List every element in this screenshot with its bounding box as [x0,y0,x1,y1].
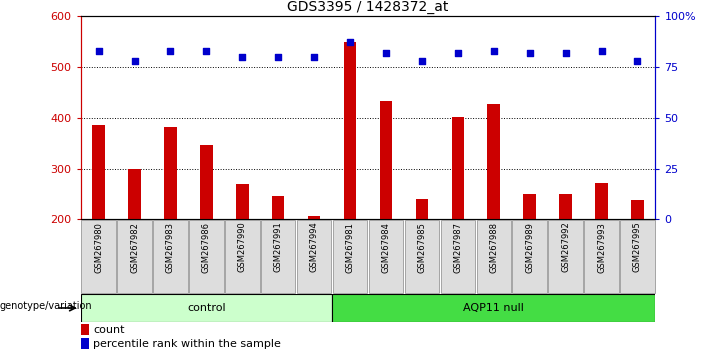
FancyBboxPatch shape [404,220,439,293]
Bar [380,101,393,219]
Text: GSM267985: GSM267985 [417,222,426,273]
Text: GSM267988: GSM267988 [489,222,498,273]
FancyBboxPatch shape [441,220,475,293]
Bar [524,194,536,219]
Text: AQP11 null: AQP11 null [463,303,524,313]
Text: GSM267986: GSM267986 [202,222,211,273]
Text: genotype/variation: genotype/variation [0,301,93,311]
FancyBboxPatch shape [117,220,151,293]
FancyBboxPatch shape [512,220,547,293]
Text: GSM267993: GSM267993 [597,222,606,273]
FancyBboxPatch shape [477,220,511,293]
FancyBboxPatch shape [369,220,403,293]
FancyBboxPatch shape [297,220,332,293]
Point [237,54,248,59]
Text: control: control [187,303,226,313]
Bar [81,294,332,322]
Text: GSM267992: GSM267992 [561,222,570,273]
FancyBboxPatch shape [189,220,224,293]
Bar [332,294,655,322]
Point [93,48,104,53]
Bar [451,117,464,219]
Text: count: count [93,325,124,335]
Text: GSM267989: GSM267989 [525,222,534,273]
Bar [308,216,320,219]
Bar [416,199,428,219]
FancyBboxPatch shape [620,220,655,293]
Point [381,50,392,55]
Point [416,58,428,64]
Text: percentile rank within the sample: percentile rank within the sample [93,339,281,349]
Point [488,48,499,53]
Text: GSM267987: GSM267987 [454,222,463,273]
FancyBboxPatch shape [585,220,619,293]
Point [273,54,284,59]
Point [596,48,607,53]
Text: GSM267983: GSM267983 [166,222,175,273]
Point [200,48,212,53]
Text: GSM267984: GSM267984 [381,222,390,273]
Text: GSM267994: GSM267994 [310,222,319,273]
FancyBboxPatch shape [261,220,295,293]
Text: GSM267990: GSM267990 [238,222,247,273]
Bar [487,104,500,219]
Point [632,58,643,64]
FancyBboxPatch shape [154,220,188,293]
Point [524,50,536,55]
Bar [631,200,644,219]
Bar [81,338,90,349]
Bar [236,184,249,219]
Text: GSM267981: GSM267981 [346,222,355,273]
Title: GDS3395 / 1428372_at: GDS3395 / 1428372_at [287,0,449,13]
Bar [343,42,356,219]
Text: GSM267991: GSM267991 [273,222,283,273]
Text: GSM267995: GSM267995 [633,222,642,273]
Bar [559,194,572,219]
Point [308,54,320,59]
FancyBboxPatch shape [333,220,367,293]
Bar [93,125,105,219]
Point [129,58,140,64]
Bar [595,183,608,219]
Bar [200,145,212,219]
Text: GSM267982: GSM267982 [130,222,139,273]
FancyBboxPatch shape [81,220,116,293]
Point [560,50,571,55]
Point [344,40,355,45]
FancyBboxPatch shape [548,220,583,293]
Point [452,50,463,55]
Point [165,48,176,53]
Bar [128,169,141,219]
Text: GSM267980: GSM267980 [94,222,103,273]
Bar [272,195,285,219]
Bar [164,127,177,219]
FancyBboxPatch shape [225,220,259,293]
Bar [81,324,90,335]
